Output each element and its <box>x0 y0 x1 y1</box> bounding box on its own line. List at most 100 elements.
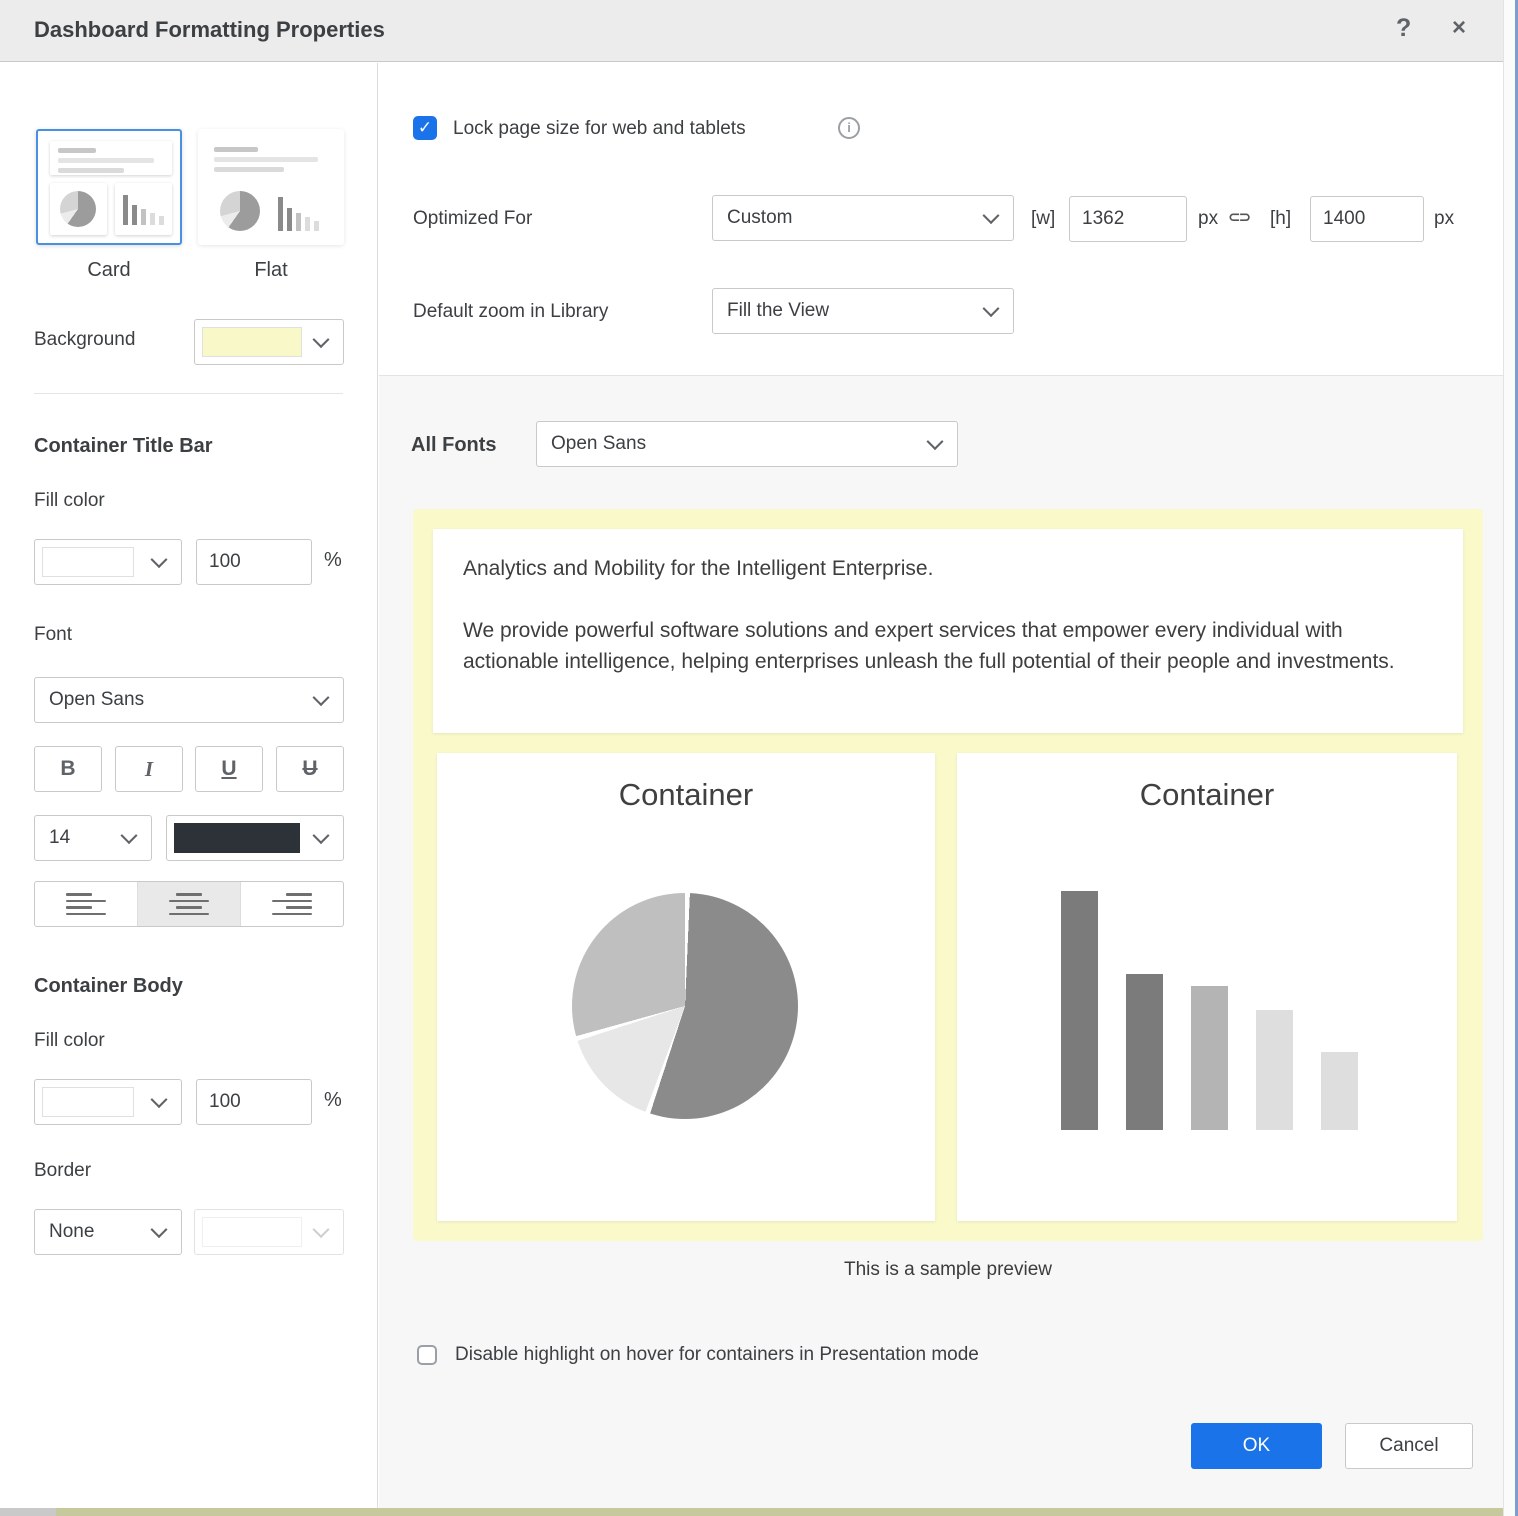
style-label-flat: Flat <box>254 259 288 281</box>
optimized-for-label: Optimized For <box>413 208 533 229</box>
font-color-swatch <box>174 823 300 853</box>
cancel-button[interactable]: Cancel <box>1345 1423 1473 1469</box>
chevron-down-icon <box>982 300 1000 318</box>
px-label: px <box>1198 208 1219 229</box>
container-title: Container <box>618 777 754 812</box>
default-zoom-label: Default zoom in Library <box>413 301 609 322</box>
style-option-card[interactable] <box>36 129 182 245</box>
chevron-down-icon <box>150 1091 168 1109</box>
background-label: Background <box>34 329 136 350</box>
pie-chart-icon <box>50 183 107 235</box>
border-label: Border <box>34 1160 92 1181</box>
body-fill-opacity-input[interactable] <box>196 1079 312 1125</box>
container-title-bar-heading: Container Title Bar <box>34 435 213 457</box>
chevron-down-icon <box>150 1221 168 1239</box>
fill-color-label: Fill color <box>34 1030 105 1051</box>
all-fonts-value: Open Sans <box>551 433 647 454</box>
align-left-button[interactable] <box>35 882 138 926</box>
chevron-down-icon <box>982 207 1000 225</box>
lock-page-size-label: Lock page size for web and tablets <box>453 118 746 139</box>
percent-label: % <box>324 549 342 571</box>
container-title: Container <box>1139 777 1275 812</box>
preview-body-text: We provide powerful software solutions a… <box>463 619 1395 673</box>
pie-chart <box>572 893 798 1119</box>
bar-chart-icon <box>115 183 172 235</box>
background-color-picker[interactable] <box>194 319 344 365</box>
border-style-value: None <box>49 1221 95 1242</box>
bar-chart <box>1061 891 1363 1130</box>
chevron-down-icon <box>312 689 330 707</box>
optimized-for-value: Custom <box>727 207 793 228</box>
scrollbar-track[interactable] <box>1503 0 1515 1516</box>
preview-text-container: Analytics and Mobility for the Intellige… <box>433 529 1463 733</box>
ok-button[interactable]: OK <box>1191 1423 1322 1469</box>
background-color-swatch <box>202 327 302 357</box>
page-height-input[interactable] <box>1310 196 1424 242</box>
titlebar-fill-color-swatch <box>42 547 134 577</box>
align-center-button[interactable] <box>138 882 241 926</box>
container-body-heading: Container Body <box>34 975 183 997</box>
font-size-value: 14 <box>49 827 71 848</box>
bold-button[interactable]: B <box>34 746 102 792</box>
border-style-select[interactable]: None <box>34 1209 182 1255</box>
chevron-down-icon <box>312 1221 330 1239</box>
preview-container-left: Container <box>437 753 935 1221</box>
all-fonts-select[interactable]: Open Sans <box>536 421 958 467</box>
disable-highlight-label: Disable highlight on hover for container… <box>455 1344 979 1365</box>
font-size-select[interactable]: 14 <box>34 815 152 861</box>
titlebar-fill-color-picker[interactable] <box>34 539 182 585</box>
style-option-flat[interactable] <box>198 129 344 245</box>
text-align-group <box>34 881 344 927</box>
info-icon[interactable]: i <box>838 117 860 139</box>
font-label: Font <box>34 624 73 645</box>
window-right-edge <box>1515 0 1518 1516</box>
link-dimensions-icon[interactable]: ⊂⊃ <box>1228 209 1251 226</box>
dialog-title: Dashboard Formatting Properties <box>34 17 385 42</box>
align-right-icon <box>272 893 312 915</box>
titlebar-fill-opacity-input[interactable] <box>196 539 312 585</box>
close-icon[interactable]: × <box>1452 14 1467 41</box>
default-zoom-value: Fill the View <box>727 300 830 321</box>
align-left-icon <box>66 893 106 915</box>
height-bracket-label: [h] <box>1270 208 1292 229</box>
format-sidebar: Card Flat Background Container Title Bar… <box>0 63 378 1508</box>
page-width-input[interactable] <box>1069 196 1187 242</box>
dialog-titlebar: Dashboard Formatting Properties ? × <box>0 0 1504 62</box>
italic-button[interactable]: I <box>115 746 183 792</box>
titlebar-font-family-select[interactable]: Open Sans <box>34 677 344 723</box>
font-color-picker[interactable] <box>166 815 344 861</box>
text-lines-icon <box>50 141 172 175</box>
chevron-down-icon <box>120 827 138 845</box>
default-zoom-select[interactable]: Fill the View <box>712 288 1014 334</box>
all-fonts-label: All Fonts <box>411 434 497 456</box>
px-label: px <box>1434 208 1455 229</box>
bar-chart-icon <box>278 197 319 231</box>
align-right-button[interactable] <box>241 882 343 926</box>
lock-page-size-checkbox[interactable]: ✓ <box>413 116 437 140</box>
format-main-panel: ✓ Lock page size for web and tablets i O… <box>379 63 1504 1508</box>
style-label-card: Card <box>87 259 131 281</box>
chevron-down-icon <box>926 433 944 451</box>
pie-chart-icon <box>220 191 260 231</box>
body-fill-color-swatch <box>42 1087 134 1117</box>
body-fill-color-picker[interactable] <box>34 1079 182 1125</box>
border-color-swatch <box>202 1217 302 1247</box>
strikethrough-button[interactable]: U <box>276 746 344 792</box>
fill-color-label: Fill color <box>34 490 105 511</box>
preview-intro-text: Analytics and Mobility for the Intellige… <box>463 557 934 580</box>
optimized-for-select[interactable]: Custom <box>712 195 1014 241</box>
chevron-down-icon <box>312 331 330 349</box>
text-lines-icon <box>214 147 328 172</box>
underline-button[interactable]: U <box>195 746 263 792</box>
chevron-down-icon <box>150 551 168 569</box>
preview-caption: This is a sample preview <box>843 1259 1053 1280</box>
help-icon[interactable]: ? <box>1396 14 1412 42</box>
window-bottom-edge <box>0 1508 1515 1516</box>
check-icon: ✓ <box>417 118 433 137</box>
preview-container-right: Container <box>957 753 1457 1221</box>
chevron-down-icon <box>312 827 330 845</box>
border-color-picker-disabled <box>194 1209 344 1255</box>
width-bracket-label: [w] <box>1031 208 1056 229</box>
disable-highlight-checkbox[interactable] <box>417 1345 437 1365</box>
